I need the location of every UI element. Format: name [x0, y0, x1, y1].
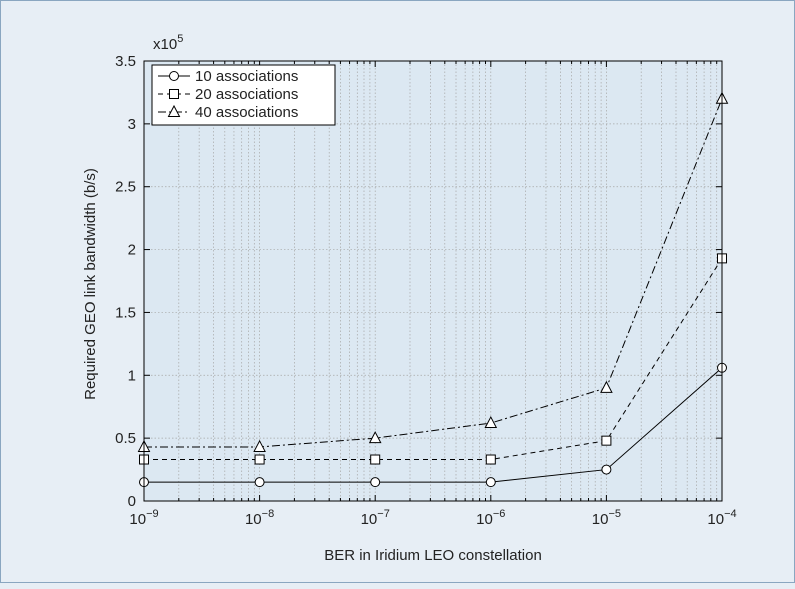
y-tick-label: 1.5 [115, 304, 136, 321]
y-tick-label: 0.5 [115, 430, 136, 447]
marker-triangle [167, 104, 181, 117]
x-tick-label: 10−6 [476, 508, 505, 528]
plot-area [144, 61, 722, 501]
marker-circle [601, 464, 612, 475]
y-tick-label: 1 [128, 367, 136, 384]
y-tick-label: 3.5 [115, 53, 136, 70]
legend-box [151, 64, 336, 126]
legend-label: 40 associations [195, 104, 298, 121]
x-tick-label: 10−9 [129, 508, 158, 528]
marker-square [169, 89, 179, 99]
y-multiplier: x105 [153, 33, 183, 53]
marker-square [485, 454, 496, 465]
marker-circle [169, 71, 179, 81]
legend-label: 20 associations [195, 86, 298, 103]
marker-circle [370, 477, 381, 488]
marker-circle [254, 477, 265, 488]
x-tick-label: 10−8 [245, 508, 274, 528]
x-tick-labels: 10−9 10−8 10−7 10−6 10−5 10−4 [129, 508, 736, 528]
y-tick-labels: 0 0.5 1 1.5 2 2.5 3 3.5 [115, 53, 136, 510]
marker-triangle [253, 439, 266, 452]
marker-triangle [600, 380, 613, 393]
marker-square [254, 454, 265, 465]
y-tick-label: 2.5 [115, 179, 136, 196]
marker-square [601, 435, 612, 446]
legend-label: 10 associations [195, 68, 298, 85]
y-tick-label: 0 [128, 493, 136, 510]
x-tick-label: 10−5 [592, 508, 621, 528]
y-tick-label: 2 [128, 242, 136, 259]
x-tick-label: 10−4 [707, 508, 736, 528]
marker-triangle [368, 431, 382, 444]
series-line [144, 367, 723, 483]
series-line [144, 258, 723, 461]
plot-border [143, 60, 723, 502]
marker-triangle [484, 415, 498, 429]
marker-circle [485, 477, 496, 488]
series-line [144, 98, 723, 448]
x-axis-label: BER in Iridium LEO constellation [324, 547, 542, 564]
marker-square [370, 454, 381, 465]
x-tick-label: 10−7 [361, 508, 390, 528]
y-tick-label: 3 [128, 116, 136, 133]
axis-ticks [143, 60, 723, 502]
y-axis-label: Required GEO link bandwidth (b/s) [82, 168, 99, 400]
